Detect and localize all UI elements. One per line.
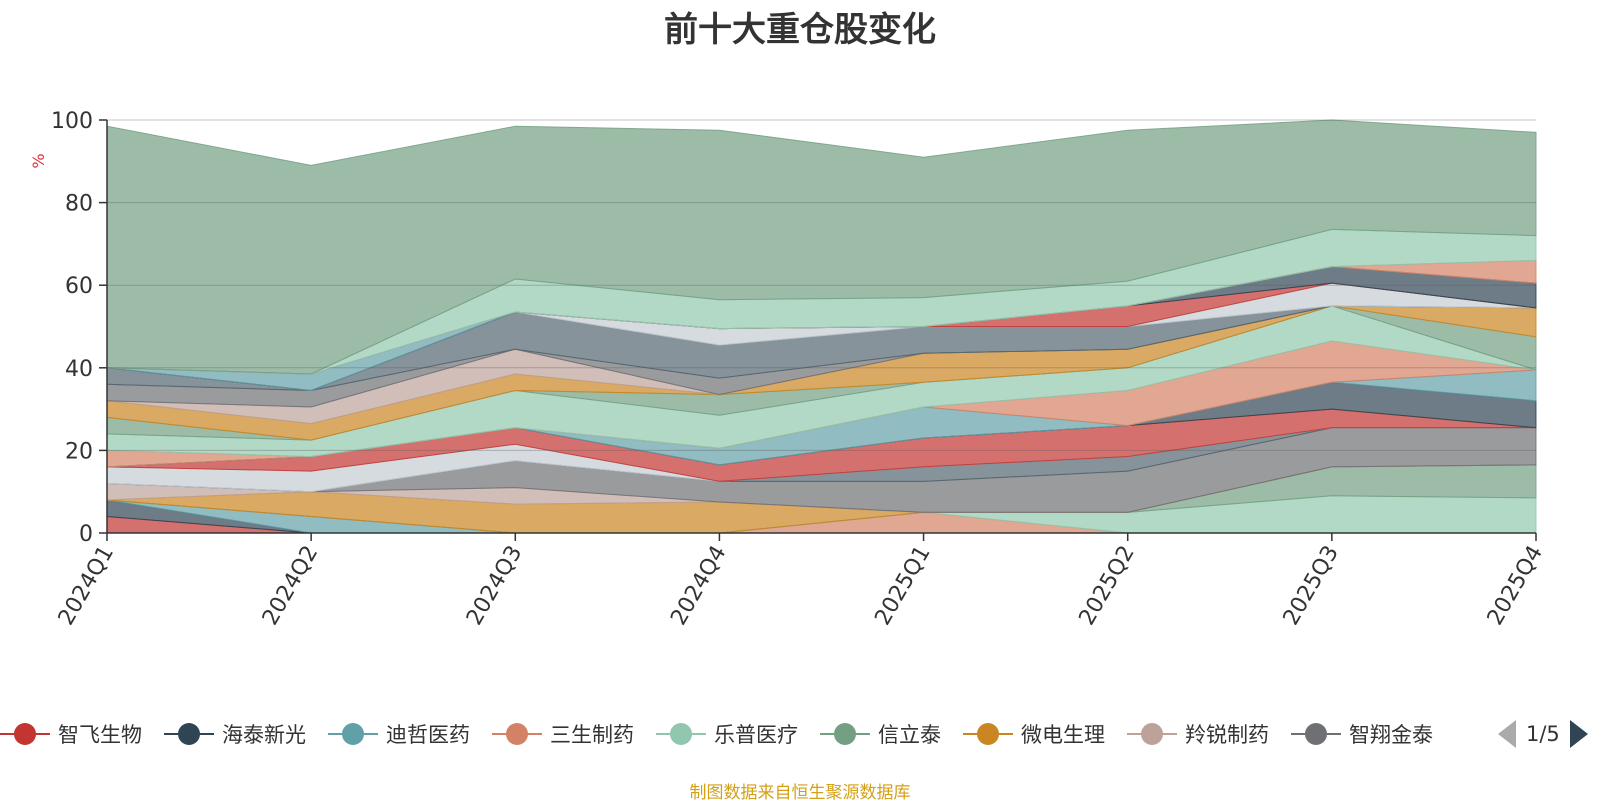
x-tick-label: 2025Q4 <box>1483 542 1548 630</box>
legend: 智飞生物 海泰新光 迪哲医药 三生制药 乐普医疗 信立泰 微电生理 羚锐制药 智翔金泰 <box>0 716 1480 752</box>
legend-label: 海泰新光 <box>222 723 306 747</box>
x-tick-label: 2024Q4 <box>666 542 731 630</box>
legend-marker-icon <box>1127 722 1177 746</box>
y-tick-label: 20 <box>65 439 93 464</box>
y-tick-label: 80 <box>65 192 93 217</box>
x-tick-label: 2024Q3 <box>462 542 527 630</box>
legend-prev-arrow-icon[interactable] <box>1498 720 1516 748</box>
legend-label: 乐普医疗 <box>714 723 798 747</box>
legend-item[interactable]: 微电生理 <box>963 716 1105 752</box>
legend-item[interactable]: 智翔金泰 <box>1291 716 1433 752</box>
legend-marker-icon <box>820 722 870 746</box>
legend-item[interactable]: 乐普医疗 <box>656 716 798 752</box>
legend-item[interactable]: 羚锐制药 <box>1127 716 1269 752</box>
y-tick-label: 60 <box>65 274 93 299</box>
legend-next-arrow-icon[interactable] <box>1569 720 1588 748</box>
y-tick-label: 0 <box>79 522 93 547</box>
legend-marker-icon <box>492 722 542 746</box>
legend-marker-icon <box>328 722 378 746</box>
chart-title: 前十大重仓股变化 <box>664 10 936 50</box>
legend-marker-icon <box>963 722 1013 746</box>
legend-page-label: 1/5 <box>1526 722 1560 746</box>
x-tick-label: 2024Q2 <box>258 542 323 630</box>
legend-label: 信立泰 <box>878 723 941 747</box>
legend-label: 羚锐制药 <box>1185 723 1269 747</box>
legend-marker-icon <box>164 722 214 746</box>
legend-item[interactable]: 信立泰 <box>820 716 941 752</box>
legend-label: 三生制药 <box>550 723 634 747</box>
legend-marker-icon <box>656 722 706 746</box>
area-series-28 <box>106 119 1537 375</box>
x-tick-label: 2024Q1 <box>54 542 119 630</box>
legend-item[interactable]: 三生制药 <box>492 716 634 752</box>
legend-item[interactable]: 迪哲医药 <box>328 716 470 752</box>
legend-label: 微电生理 <box>1021 723 1105 747</box>
legend-label: 智翔金泰 <box>1349 723 1433 747</box>
legend-label: 智飞生物 <box>58 723 142 747</box>
legend-item[interactable]: 智飞生物 <box>0 716 142 752</box>
x-tick-label: 2025Q3 <box>1279 542 1344 630</box>
legend-marker-icon <box>1291 722 1341 746</box>
y-tick-label: 40 <box>65 357 93 382</box>
y-tick-label: 100 <box>51 109 93 134</box>
legend-label: 迪哲医药 <box>386 723 470 747</box>
legend-pager: 1/5 <box>1498 716 1588 752</box>
legend-marker-icon <box>0 722 50 746</box>
x-tick-label: 2025Q2 <box>1075 542 1140 630</box>
x-tick-label: 2025Q1 <box>870 542 935 630</box>
y-axis-label: % <box>29 153 48 168</box>
source-note: 制图数据来自恒生聚源数据库 <box>689 783 911 803</box>
legend-item[interactable]: 海泰新光 <box>164 716 306 752</box>
